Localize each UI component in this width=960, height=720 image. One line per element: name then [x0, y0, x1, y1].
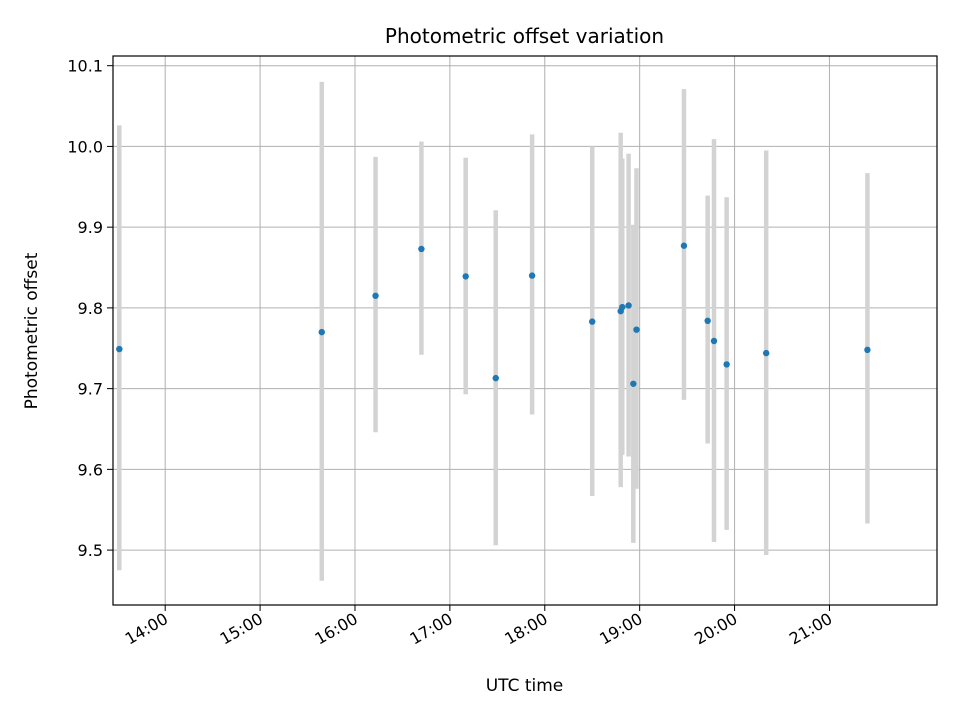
data-point	[762, 349, 770, 357]
data-point	[680, 242, 688, 249]
data-point	[864, 346, 871, 354]
data-point	[116, 345, 123, 353]
data-point	[710, 337, 718, 345]
y-axis-title: Photometric offset	[22, 252, 42, 409]
data-point	[462, 273, 469, 280]
data-point	[318, 328, 325, 336]
data-point	[619, 303, 626, 311]
y-tick-label: 10.1	[67, 57, 103, 76]
grid	[113, 56, 937, 605]
y-tick-label: 9.9	[78, 218, 103, 237]
data-point	[723, 361, 730, 368]
y-tick-label: 9.5	[78, 541, 103, 560]
y-tick-label: 10.0	[67, 137, 103, 156]
data-point	[704, 317, 711, 325]
chart-title: Photometric offset variation	[385, 24, 664, 48]
data-point	[633, 326, 640, 333]
data-point	[372, 292, 379, 299]
data-point	[589, 318, 596, 325]
data-point	[418, 245, 425, 253]
y-axis-ticks: 9.5 9.6 9.7 9.8 9.9 10.0 10.1	[67, 57, 113, 560]
data-point	[625, 302, 632, 309]
data-points	[116, 242, 871, 387]
data-point	[492, 374, 499, 382]
data-point	[630, 380, 637, 387]
y-tick-label: 9.6	[78, 460, 103, 479]
y-tick-label: 9.7	[78, 380, 103, 399]
y-tick-label: 9.8	[78, 299, 103, 318]
data-point	[528, 272, 536, 279]
plot-frame	[112, 55, 938, 606]
x-axis-title: UTC time	[486, 676, 564, 696]
